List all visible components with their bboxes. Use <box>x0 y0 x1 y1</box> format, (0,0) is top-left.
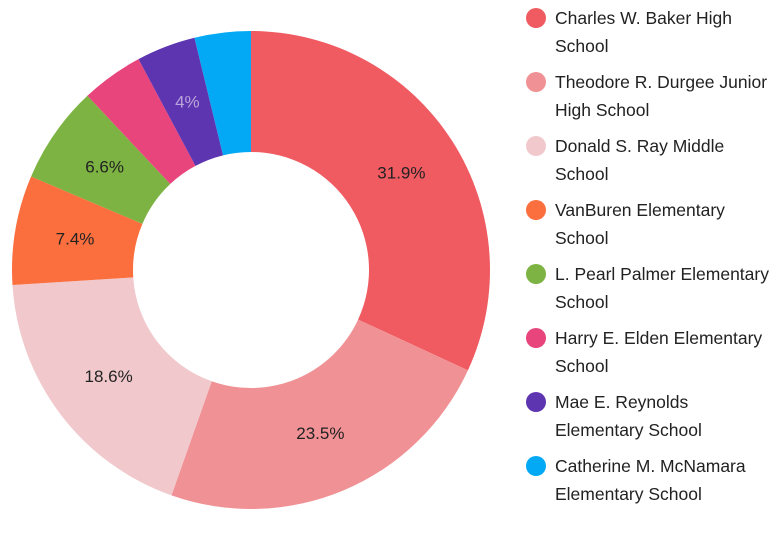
legend-label: Catherine M. McNamara Elementary School <box>555 456 746 504</box>
legend: Charles W. Baker High School Theodore R. … <box>522 4 778 516</box>
legend-label: Theodore R. Durgee Junior High School <box>555 72 768 120</box>
legend-item: Donald S. Ray Middle School <box>522 132 778 188</box>
slice-label: 4% <box>175 93 200 112</box>
slice <box>251 31 490 371</box>
legend-swatch <box>526 392 546 412</box>
legend-swatch <box>526 200 546 220</box>
slice <box>138 37 224 166</box>
legend-label: Charles W. Baker High School <box>555 8 733 56</box>
legend-swatch <box>526 8 546 28</box>
slice-label: 7.4% <box>56 229 95 248</box>
slice-label: 31.9% <box>377 163 425 182</box>
legend-item: Theodore R. Durgee Junior High School <box>522 68 778 124</box>
legend-label: VanBuren Elementary School <box>555 200 725 248</box>
legend-item: Catherine M. McNamara Elementary School <box>522 452 778 508</box>
slice-label: 18.6% <box>84 367 132 386</box>
legend-label: Mae E. Reynolds Elementary School <box>555 392 702 440</box>
legend-swatch <box>526 264 546 284</box>
slice <box>12 277 212 496</box>
legend-label: Donald S. Ray Middle School <box>555 136 725 184</box>
legend-swatch <box>526 136 546 156</box>
legend-item: Mae E. Reynolds Elementary School <box>522 388 778 444</box>
legend-label: L. Pearl Palmer Elementary School <box>555 264 769 312</box>
slice <box>12 176 143 286</box>
legend-label: Harry E. Elden Elementary School <box>555 328 763 376</box>
legend-swatch <box>526 456 546 476</box>
legend-item: L. Pearl Palmer Elementary School <box>522 260 778 316</box>
legend-item: Charles W. Baker High School <box>522 4 778 60</box>
legend-swatch <box>526 328 546 348</box>
donut: 31.9% 23.5% 18.6% 7.4% 6.6% 4% <box>12 31 490 510</box>
legend-item: Harry E. Elden Elementary School <box>522 324 778 380</box>
legend-item: VanBuren Elementary School <box>522 196 778 252</box>
slice <box>87 59 196 184</box>
slice <box>171 319 468 510</box>
slice <box>194 31 251 156</box>
slice-label: 23.5% <box>296 424 344 443</box>
slice-label: 6.6% <box>85 157 124 176</box>
slice <box>31 95 171 224</box>
legend-swatch <box>526 72 546 92</box>
